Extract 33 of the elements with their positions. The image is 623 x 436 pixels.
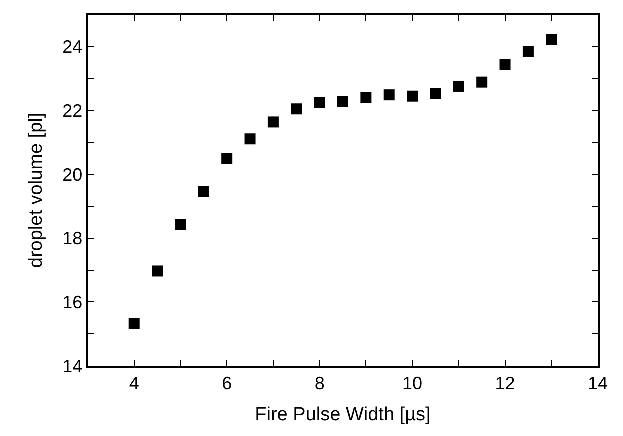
point [360,92,372,104]
point [500,59,511,70]
point [244,134,256,145]
x-tick-label: 14 [588,373,608,394]
point [384,90,395,101]
x-tick-label: 10 [402,373,423,394]
y-tick-label: 22 [62,101,83,122]
point [152,266,164,277]
point [175,219,186,230]
point [268,116,279,128]
point [546,34,558,46]
x-tick-label: 4 [129,373,140,394]
point [407,90,418,102]
y-axis-title: droplet volume [pl] [26,112,47,268]
y-tick-label: 18 [62,228,83,249]
x-axis-title: Fire Pulse Width [µs] [255,404,431,426]
point [453,80,464,92]
y-tick-label: 14 [62,356,83,376]
x-tick-label: 6 [222,373,232,394]
point [522,46,534,58]
y-tick-label: 20 [62,164,83,185]
x-tick-label: 8 [314,373,325,394]
point [198,186,210,198]
x-tick-label: 12 [495,373,516,394]
point [291,104,302,115]
y-tick-label: 16 [62,292,83,312]
point [430,88,442,99]
point [128,318,140,330]
point [222,153,233,164]
point [314,97,326,108]
y-tick-label: 24 [62,37,83,58]
point [476,76,488,88]
point [338,96,348,108]
